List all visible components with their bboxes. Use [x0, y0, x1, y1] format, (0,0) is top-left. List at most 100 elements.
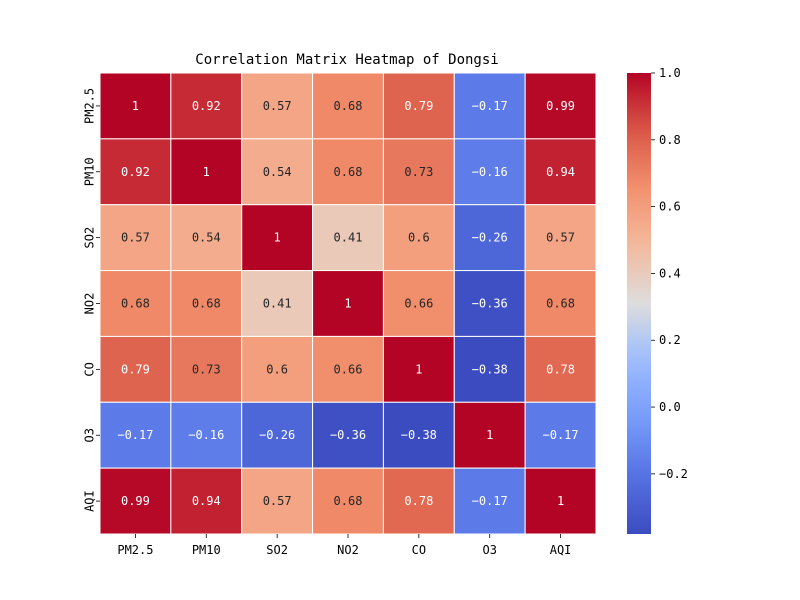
cell-value-label: −0.26 — [259, 428, 295, 442]
heatmap-cell — [312, 467, 384, 535]
y-axis: PM2.5 PM10 SO2 NO2 CO O3 AQI — [83, 88, 100, 512]
heatmap-cell — [382, 138, 455, 206]
cell-value-label: 0.57 — [121, 231, 150, 245]
cell-value-label: −0.16 — [188, 428, 224, 442]
heatmap-cells: 1 0.92 0.57 0.68 0.79 −0.17 0.99 0.92 1 0.54 0.68 0… — [99, 72, 597, 535]
cell-value-label: 1 — [132, 99, 139, 113]
colorbar-ticks: −0.2 0.0 0.2 0.4 0.6 0.8 1.0 — [651, 66, 688, 481]
heatmap-cell — [382, 467, 455, 535]
colorbar-tick-label: 1.0 — [659, 66, 681, 80]
y-tick-label: CO — [83, 362, 97, 376]
x-tick-label: CO — [412, 543, 426, 557]
heatmap-cell — [453, 467, 526, 535]
cell-value-label: −0.17 — [543, 428, 579, 442]
heatmap-cell — [241, 335, 314, 403]
y-tick-label: PM2.5 — [83, 88, 97, 124]
cell-value-label: 1 — [203, 165, 210, 179]
chart-title: Correlation Matrix Heatmap of Dongsi — [195, 52, 498, 68]
colorbar-gradient — [627, 73, 651, 534]
cell-value-label: 0.6 — [266, 362, 288, 376]
cell-value-label: 0.79 — [404, 99, 433, 113]
cell-value-label: 0.41 — [263, 297, 292, 311]
cell-value-label: 0.78 — [546, 362, 575, 376]
heatmap-cell — [241, 401, 314, 469]
y-tick-label: NO2 — [83, 293, 97, 315]
cell-value-label: 0.66 — [334, 362, 363, 376]
cell-value-label: 1 — [486, 428, 493, 442]
cell-value-label: 0.41 — [334, 231, 363, 245]
cell-value-label: −0.36 — [472, 297, 508, 311]
heatmap-cell — [241, 72, 314, 140]
cell-value-label: −0.17 — [472, 99, 508, 113]
heatmap-cell — [99, 467, 172, 535]
colorbar-tick-label: 0.6 — [659, 200, 681, 214]
heatmap-cell — [312, 270, 384, 337]
x-axis: PM2.5 PM10 SO2 NO2 CO O3 AQI — [117, 534, 571, 557]
cell-value-label: −0.17 — [117, 428, 153, 442]
colorbar-tick-label: 0.0 — [659, 400, 681, 414]
cell-value-label: 0.78 — [404, 494, 433, 508]
x-tick-label: AQI — [550, 543, 572, 557]
cell-value-label: 1 — [415, 362, 422, 376]
cell-value-label: 0.73 — [192, 362, 221, 376]
y-tick-label: PM10 — [83, 157, 97, 186]
heatmap-cell — [241, 204, 314, 272]
y-tick-label: SO2 — [83, 227, 97, 249]
cell-value-label: 0.54 — [192, 231, 221, 245]
heatmap-cell — [312, 401, 384, 469]
heatmap-cell — [453, 204, 526, 272]
cell-value-label: 0.68 — [334, 494, 363, 508]
heatmap-cell — [524, 467, 597, 535]
x-tick-label: SO2 — [266, 543, 288, 557]
heatmap-cell — [170, 401, 243, 469]
cell-value-label: −0.36 — [330, 428, 366, 442]
heatmap-cell — [382, 401, 455, 469]
cell-value-label: 0.99 — [546, 99, 575, 113]
heatmap-cell — [99, 401, 172, 469]
colorbar-tick-label: 0.4 — [659, 266, 681, 280]
heatmap-cell — [241, 467, 314, 535]
colorbar: −0.2 0.0 0.2 0.4 0.6 0.8 1.0 — [627, 66, 688, 534]
heatmap-cell — [453, 270, 526, 337]
cell-value-label: 0.92 — [121, 165, 150, 179]
x-tick-label: PM10 — [192, 543, 221, 557]
heatmap-cell — [382, 204, 455, 272]
heatmap-cell — [524, 204, 597, 272]
cell-value-label: −0.16 — [472, 165, 508, 179]
y-tick-label: O3 — [83, 428, 97, 442]
cell-value-label: 0.68 — [334, 99, 363, 113]
heatmap-cell — [524, 401, 597, 469]
heatmap-cell — [170, 270, 243, 337]
heatmap-cell — [170, 72, 243, 140]
colorbar-tick-label: 0.8 — [659, 133, 681, 147]
cell-value-label: 0.68 — [546, 297, 575, 311]
cell-value-label: −0.26 — [472, 231, 508, 245]
heatmap-cell — [524, 138, 597, 206]
cell-value-label: 0.79 — [121, 362, 150, 376]
heatmap-cell — [453, 72, 526, 140]
cell-value-label: 0.57 — [263, 99, 292, 113]
cell-value-label: 0.68 — [334, 165, 363, 179]
cell-value-label: 0.54 — [263, 165, 292, 179]
x-tick-label: O3 — [482, 543, 496, 557]
cell-value-label: 1 — [274, 231, 281, 245]
cell-value-label: 0.92 — [192, 99, 221, 113]
cell-value-label: 0.68 — [192, 297, 221, 311]
cell-value-label: 0.68 — [121, 297, 150, 311]
heatmap-cell — [312, 204, 384, 272]
heatmap-cell — [241, 138, 314, 206]
y-tick-label: AQI — [83, 490, 97, 512]
colorbar-tick-label: 0.2 — [659, 333, 681, 347]
colorbar-tick-label: −0.2 — [659, 467, 688, 481]
cell-value-label: 1 — [344, 297, 351, 311]
cell-value-label: 0.94 — [546, 165, 575, 179]
heatmap-cell — [524, 270, 597, 337]
cell-value-label: 0.94 — [192, 494, 221, 508]
heatmap-cell — [99, 335, 172, 403]
heatmap-cell — [99, 270, 172, 337]
cell-value-label: −0.38 — [472, 362, 508, 376]
cell-value-label: 0.57 — [263, 494, 292, 508]
cell-value-label: 0.73 — [404, 165, 433, 179]
heatmap-cell — [99, 72, 172, 140]
cell-value-label: 0.57 — [546, 231, 575, 245]
